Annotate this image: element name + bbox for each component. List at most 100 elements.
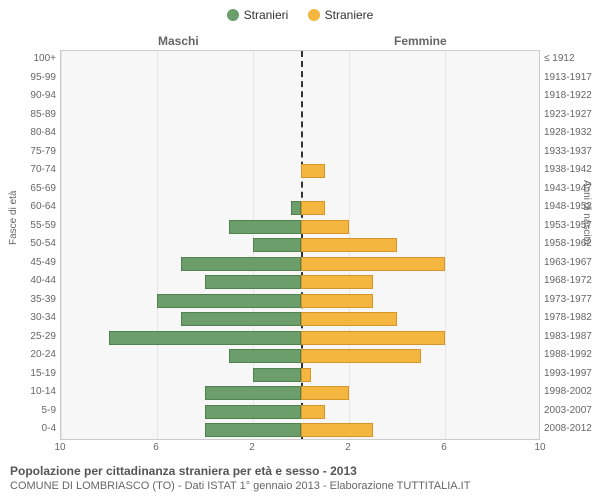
y-tick-birth: 1983-1987 (544, 331, 598, 342)
bar-female (301, 220, 349, 234)
pyramid-row (61, 183, 541, 197)
y-tick-age: 30-34 (2, 312, 56, 323)
y-tick-birth: 1968-1972 (544, 275, 598, 286)
pyramid-row (61, 127, 541, 141)
y-tick-birth: 2003-2007 (544, 405, 598, 416)
bar-female (301, 275, 373, 289)
pyramid-row (61, 257, 541, 271)
y-tick-birth: 1943-1947 (544, 183, 598, 194)
bar-female (301, 331, 445, 345)
y-tick-age: 60-64 (2, 201, 56, 212)
pyramid-row (61, 368, 541, 382)
y-tick-birth: ≤ 1912 (544, 53, 598, 64)
x-axis-tick: 2 (249, 442, 255, 453)
y-tick-age: 90-94 (2, 90, 56, 101)
pyramid-row (61, 146, 541, 160)
y-tick-birth: 1963-1967 (544, 257, 598, 268)
y-tick-age: 55-59 (2, 220, 56, 231)
y-tick-birth: 1958-1962 (544, 238, 598, 249)
x-axis-tick: 10 (54, 442, 65, 453)
legend-item-female: Straniere (308, 8, 374, 22)
pyramid-row (61, 109, 541, 123)
bar-male (109, 331, 301, 345)
y-tick-age: 20-24 (2, 349, 56, 360)
bar-male (229, 349, 301, 363)
pyramid-row (61, 386, 541, 400)
y-tick-age: 5-9 (2, 405, 56, 416)
y-tick-age: 95-99 (2, 72, 56, 83)
y-tick-birth: 1938-1942 (544, 164, 598, 175)
y-tick-age: 25-29 (2, 331, 56, 342)
pyramid-row (61, 90, 541, 104)
y-tick-age: 100+ (2, 53, 56, 64)
pyramid-row (61, 53, 541, 67)
bar-male (291, 201, 301, 215)
pyramid-row (61, 238, 541, 252)
y-tick-birth: 1973-1977 (544, 294, 598, 305)
y-axis-title-left: Fasce di età (8, 191, 19, 245)
y-tick-birth: 1988-1992 (544, 349, 598, 360)
y-tick-age: 45-49 (2, 257, 56, 268)
x-axis-tick: 2 (345, 442, 351, 453)
pyramid-row (61, 349, 541, 363)
y-tick-birth: 1923-1927 (544, 109, 598, 120)
bar-male (253, 368, 301, 382)
x-axis-tick: 6 (153, 442, 159, 453)
y-tick-age: 15-19 (2, 368, 56, 379)
x-axis-tick: 10 (534, 442, 545, 453)
y-tick-birth: 1928-1932 (544, 127, 598, 138)
pyramid-row (61, 275, 541, 289)
chart-subtitle: COMUNE DI LOMBRIASCO (TO) - Dati ISTAT 1… (10, 479, 590, 494)
y-tick-age: 0-4 (2, 423, 56, 434)
section-label-male: Maschi (158, 34, 199, 48)
bar-male (205, 423, 301, 437)
bar-female (301, 368, 311, 382)
pyramid-row (61, 312, 541, 326)
bar-male (205, 386, 301, 400)
y-tick-birth: 1993-1997 (544, 368, 598, 379)
pyramid-row (61, 294, 541, 308)
y-tick-birth: 1918-1922 (544, 90, 598, 101)
pyramid-row (61, 423, 541, 437)
bar-male (181, 312, 301, 326)
y-tick-age: 85-89 (2, 109, 56, 120)
chart-title: Popolazione per cittadinanza straniera p… (10, 463, 590, 479)
y-tick-birth: 1913-1917 (544, 72, 598, 83)
pyramid-row (61, 331, 541, 345)
bar-female (301, 294, 373, 308)
y-tick-age: 35-39 (2, 294, 56, 305)
y-tick-age: 75-79 (2, 146, 56, 157)
y-tick-birth: 2008-2012 (544, 423, 598, 434)
bar-male (181, 257, 301, 271)
legend-label-female: Straniere (325, 8, 374, 22)
bar-female (301, 201, 325, 215)
y-tick-age: 10-14 (2, 386, 56, 397)
y-tick-birth: 1953-1957 (544, 220, 598, 231)
chart-footer: Popolazione per cittadinanza straniera p… (10, 463, 590, 494)
bar-male (253, 238, 301, 252)
legend-swatch-female (308, 9, 320, 21)
bar-male (205, 275, 301, 289)
y-tick-age: 40-44 (2, 275, 56, 286)
bar-female (301, 349, 421, 363)
bar-female (301, 238, 397, 252)
pyramid-row (61, 405, 541, 419)
y-tick-age: 65-69 (2, 183, 56, 194)
bar-female (301, 312, 397, 326)
bar-male (205, 405, 301, 419)
bar-female (301, 405, 325, 419)
x-axis-tick: 6 (441, 442, 447, 453)
pyramid-row (61, 164, 541, 178)
pyramid-row (61, 201, 541, 215)
y-tick-birth: 1948-1952 (544, 201, 598, 212)
pyramid-row (61, 72, 541, 86)
plot-area (60, 50, 540, 440)
bar-female (301, 423, 373, 437)
bar-female (301, 164, 325, 178)
legend: Stranieri Straniere (0, 8, 600, 24)
legend-label-male: Stranieri (244, 8, 289, 22)
bar-female (301, 257, 445, 271)
bar-male (229, 220, 301, 234)
y-tick-birth: 1933-1937 (544, 146, 598, 157)
section-label-female: Femmine (394, 34, 447, 48)
